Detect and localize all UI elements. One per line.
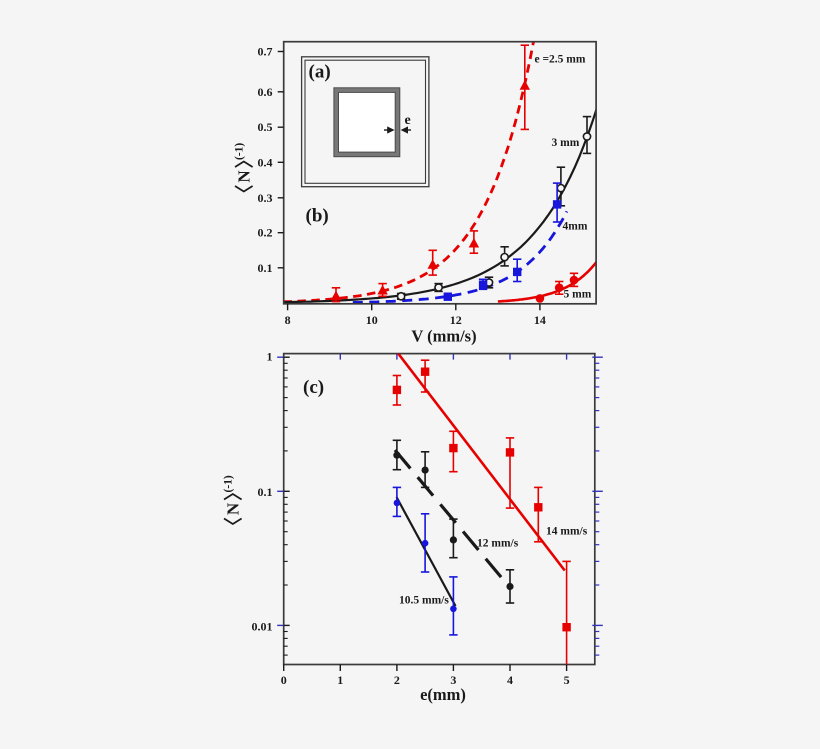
svg-text:(c): (c) <box>303 377 324 398</box>
svg-text:N: N <box>235 170 254 183</box>
svg-text:(-1): (-1) <box>223 475 235 492</box>
svg-text:0.1: 0.1 <box>258 261 273 275</box>
svg-text:N: N <box>224 502 243 515</box>
svg-text:4mm: 4mm <box>563 221 588 233</box>
svg-text:e(mm): e(mm) <box>420 685 466 704</box>
svg-text:0.01: 0.01 <box>252 619 273 633</box>
svg-text:12: 12 <box>450 313 462 327</box>
svg-text:3 mm: 3 mm <box>552 137 580 149</box>
svg-text:0.2: 0.2 <box>258 226 273 240</box>
svg-text:(-1): (-1) <box>234 143 246 160</box>
svg-text:4: 4 <box>507 673 513 687</box>
svg-text:e =2.5 mm: e =2.5 mm <box>535 54 586 66</box>
svg-text:3: 3 <box>450 673 456 687</box>
svg-text:0.6: 0.6 <box>258 85 273 99</box>
svg-text:0.3: 0.3 <box>258 191 273 205</box>
svg-text:1: 1 <box>337 673 343 687</box>
svg-text:V (mm/s): V (mm/s) <box>411 326 476 345</box>
svg-text:5: 5 <box>564 673 570 687</box>
svg-text:0.5: 0.5 <box>258 120 273 134</box>
svg-text:8: 8 <box>285 313 291 327</box>
svg-text:0: 0 <box>281 673 287 687</box>
svg-text:2: 2 <box>394 673 400 687</box>
svg-text:5 mm: 5 mm <box>564 289 592 301</box>
svg-text:1: 1 <box>267 350 273 364</box>
svg-text:10.5 mm/s: 10.5 mm/s <box>399 595 449 607</box>
svg-text:e: e <box>405 113 411 128</box>
svg-text:12 mm/s: 12 mm/s <box>477 538 519 550</box>
svg-text:14 mm/s: 14 mm/s <box>546 526 588 538</box>
svg-text:(b): (b) <box>306 206 329 227</box>
svg-text:0.4: 0.4 <box>258 155 273 169</box>
svg-text:0.1: 0.1 <box>258 485 273 499</box>
svg-text:(a): (a) <box>309 62 331 83</box>
svg-text:0.7: 0.7 <box>258 45 273 59</box>
svg-text:10: 10 <box>366 313 378 327</box>
svg-text:14: 14 <box>534 313 546 327</box>
